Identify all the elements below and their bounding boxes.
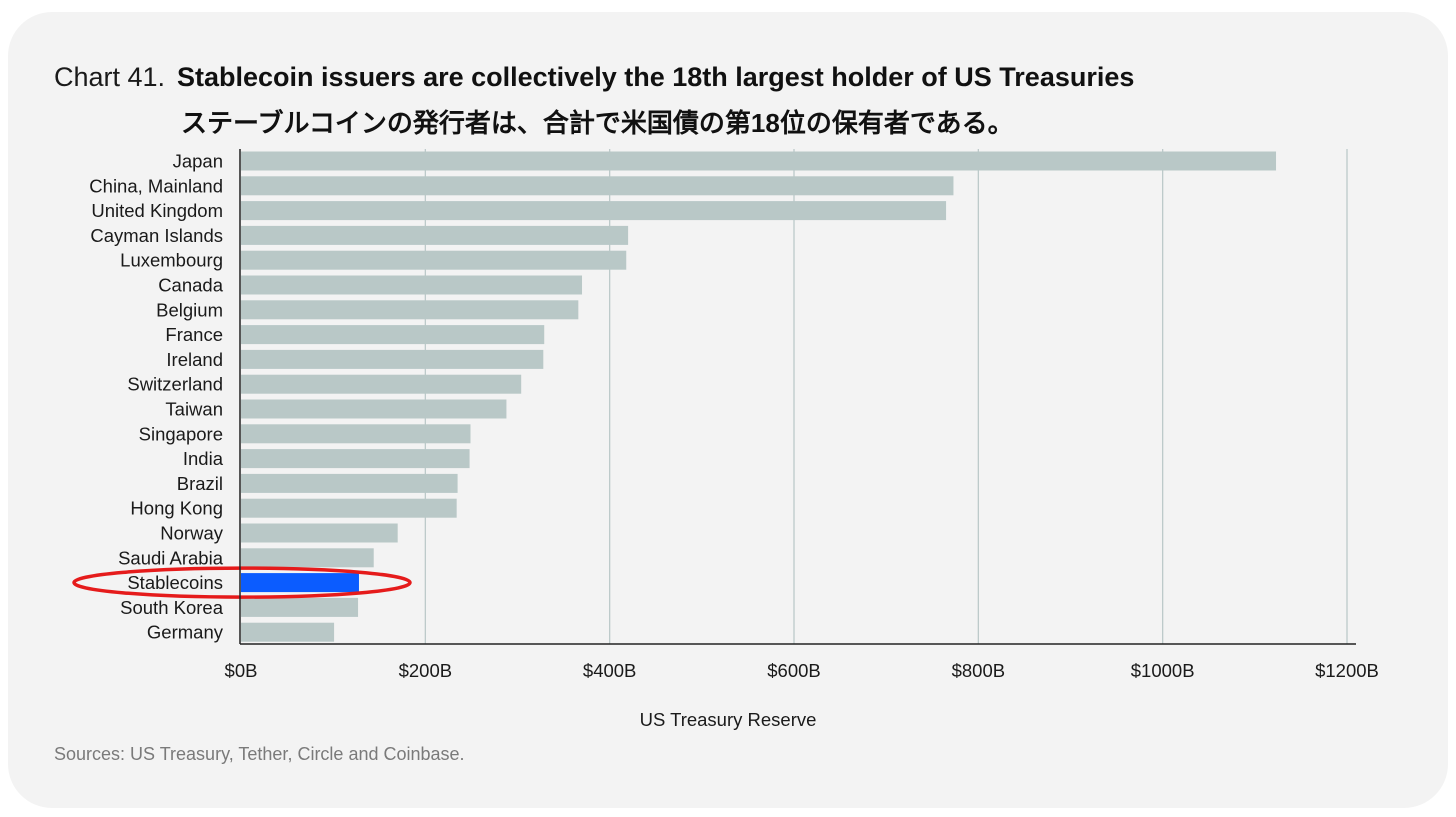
x-tick-label: $600B (767, 660, 821, 681)
category-label: Japan (173, 151, 223, 172)
bar (241, 424, 471, 444)
bar (241, 225, 629, 245)
category-label: Germany (147, 622, 224, 643)
bar (241, 201, 947, 221)
category-label: Hong Kong (130, 498, 223, 519)
bar-highlighted (241, 573, 359, 593)
category-label: Norway (160, 523, 223, 544)
bar (241, 374, 522, 394)
bar (241, 325, 545, 345)
bar (241, 151, 1277, 171)
bar (241, 275, 583, 295)
bar (241, 449, 470, 469)
bar (241, 622, 335, 642)
x-tick-label: $1200B (1315, 660, 1379, 681)
category-label: United Kingdom (91, 200, 223, 221)
bar (241, 250, 627, 270)
bar (241, 176, 954, 196)
category-label: Taiwan (165, 399, 223, 420)
chart-title: Stablecoin issuers are collectively the … (177, 62, 1135, 92)
category-label: Singapore (139, 423, 223, 444)
category-label: Stablecoins (127, 572, 223, 593)
category-label: Canada (158, 275, 224, 296)
x-tick-label: $400B (583, 660, 637, 681)
category-label: Ireland (166, 349, 223, 370)
x-tick-label: $200B (399, 660, 453, 681)
x-tick-label: $800B (952, 660, 1006, 681)
category-label: Luxembourg (120, 250, 223, 271)
category-label: Saudi Arabia (118, 547, 224, 568)
category-label: Switzerland (127, 374, 223, 395)
chart-title-japanese: ステーブルコインの発行者は、合計で米国債の第18位の保有者である。 (181, 108, 1014, 138)
bar (241, 473, 458, 493)
bar (241, 548, 374, 568)
highlight-annotation-ellipse (72, 566, 412, 599)
category-label: India (183, 448, 224, 469)
category-label: China, Mainland (89, 175, 223, 196)
bar (241, 597, 359, 617)
source-note: Sources: US Treasury, Tether, Circle and… (54, 744, 465, 764)
x-tick-label: $0B (225, 660, 258, 681)
bar (241, 349, 544, 369)
bar (241, 300, 579, 320)
category-label: South Korea (120, 597, 224, 618)
x-tick-label: $1000B (1131, 660, 1195, 681)
category-label: Cayman Islands (90, 225, 223, 246)
x-axis-label: US Treasury Reserve (640, 709, 817, 730)
category-label: France (165, 324, 223, 345)
chart-number: Chart 41. (54, 62, 166, 92)
category-label: Brazil (177, 473, 223, 494)
bar (241, 498, 457, 518)
bar (241, 523, 398, 543)
bar (241, 399, 507, 419)
category-label: Belgium (156, 299, 223, 320)
